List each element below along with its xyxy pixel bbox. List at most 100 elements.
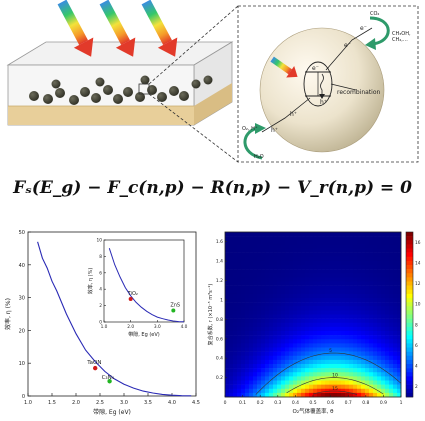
heatmap-cell bbox=[237, 380, 242, 385]
heatmap-cell bbox=[305, 269, 310, 274]
heatmap-cell bbox=[301, 326, 306, 332]
heatmap-cell bbox=[381, 351, 386, 357]
heatmap-cell bbox=[341, 289, 346, 295]
heatmap-cell bbox=[393, 256, 398, 262]
heatmap-cell bbox=[345, 384, 350, 390]
heatmap-cell bbox=[341, 347, 346, 352]
heatmap-cell bbox=[389, 236, 394, 241]
heatmap-cell bbox=[381, 298, 386, 303]
heatmap-cell bbox=[253, 343, 258, 348]
heatmap-cell bbox=[357, 236, 362, 241]
heatmap-cell bbox=[277, 269, 282, 274]
heatmap-cell bbox=[313, 372, 318, 377]
heatmap-cell bbox=[365, 314, 370, 319]
heatmap-cell bbox=[225, 302, 230, 307]
heatmap-cell bbox=[273, 318, 278, 324]
heatmap-cell bbox=[389, 314, 394, 319]
heatmap-cell bbox=[393, 298, 398, 303]
colorbar-tick-label: 8 bbox=[415, 322, 418, 328]
heatmap-cell bbox=[361, 285, 366, 291]
inset-y-axis-label: 效率, η (%) bbox=[87, 268, 94, 295]
heatmap-cell bbox=[353, 314, 358, 319]
heatmap-cell bbox=[277, 380, 282, 385]
heatmap-cell bbox=[233, 372, 238, 377]
heatmap-cell bbox=[273, 314, 278, 319]
colorbar-segment bbox=[406, 260, 413, 266]
heatmap-cell bbox=[285, 277, 290, 282]
heatmap-cell bbox=[325, 351, 330, 357]
heatmap-cell bbox=[397, 364, 402, 369]
heatmap-cell bbox=[373, 368, 378, 373]
heatmap-cell bbox=[389, 256, 394, 262]
heatmap-cell bbox=[393, 335, 398, 340]
heatmap-cell bbox=[245, 343, 250, 348]
heatmap-cell bbox=[317, 322, 322, 328]
heatmap-cell bbox=[345, 392, 350, 398]
heatmap-cell bbox=[329, 384, 334, 390]
heatmap-cell bbox=[325, 298, 330, 303]
colorbar-segment bbox=[406, 310, 413, 315]
heatmap-cell bbox=[329, 355, 334, 361]
heatmap-cell bbox=[369, 298, 374, 303]
heatmap-cell bbox=[329, 302, 334, 307]
heatmap-cell bbox=[273, 343, 278, 348]
heatmap-cell bbox=[281, 343, 286, 348]
heatmap-cell bbox=[301, 335, 306, 340]
heatmap-cell bbox=[377, 260, 382, 266]
heatmap-cell bbox=[329, 285, 334, 291]
heatmap-cell bbox=[305, 310, 310, 315]
heatmap-cell bbox=[265, 240, 270, 245]
heatmap-cell bbox=[241, 265, 246, 270]
heatmap-cell bbox=[261, 318, 266, 324]
heatmap-cell bbox=[297, 310, 302, 315]
heatmap-cell bbox=[269, 339, 274, 344]
heatmap-cell bbox=[393, 252, 398, 258]
heatmap-cell bbox=[393, 364, 398, 369]
reactor-box bbox=[6, 41, 234, 126]
heatmap-cell bbox=[381, 343, 386, 348]
colorbar-segment bbox=[406, 302, 413, 307]
inset-y-tick-label: 2 bbox=[99, 303, 102, 309]
heatmap-cell bbox=[249, 335, 254, 340]
heatmap-cell bbox=[277, 244, 282, 249]
zoom-target-square bbox=[138, 83, 150, 95]
heatmap-cell bbox=[393, 347, 398, 352]
heatmap-cell bbox=[293, 302, 298, 307]
heatmap-cell bbox=[397, 376, 402, 381]
heatmap-cell bbox=[301, 359, 306, 365]
heatmap-cell bbox=[373, 248, 378, 253]
heatmap-cell bbox=[261, 244, 266, 249]
contour-line bbox=[312, 390, 358, 395]
heatmap-cell bbox=[309, 273, 314, 278]
heatmap-cell bbox=[265, 248, 270, 253]
heatmap-cell bbox=[229, 380, 234, 385]
heatmap-cell bbox=[229, 277, 234, 282]
heatmap-cell bbox=[321, 314, 326, 319]
heatmap-cell bbox=[301, 248, 306, 253]
heatmap-cell bbox=[329, 256, 334, 262]
heatmap-cell bbox=[293, 318, 298, 324]
colorbar-segment bbox=[406, 372, 413, 377]
heatmap-cell bbox=[333, 248, 338, 253]
heatmap-cell bbox=[345, 248, 350, 253]
heatmap-cell bbox=[357, 289, 362, 295]
heatmap-cell bbox=[353, 269, 358, 274]
heatmap-cell bbox=[269, 388, 274, 394]
heatmap-cell bbox=[281, 359, 286, 365]
heatmap-cell bbox=[297, 269, 302, 274]
heatmap-cell bbox=[341, 269, 346, 274]
heatmap-cell bbox=[277, 376, 282, 381]
heatmap-cell bbox=[377, 232, 382, 237]
heatmap-cell bbox=[333, 335, 338, 340]
heatmap-cell bbox=[373, 302, 378, 307]
heatmap-cell bbox=[233, 236, 238, 241]
heatmap-cell bbox=[373, 351, 378, 357]
hole-inner-label: h⁺ bbox=[320, 99, 327, 106]
heatmap-cell bbox=[345, 355, 350, 361]
heatmap-cell bbox=[305, 372, 310, 377]
heatmap-cell bbox=[285, 322, 290, 328]
heatmap-cell bbox=[257, 256, 262, 262]
heatmap-cell bbox=[269, 273, 274, 278]
heatmap-cell bbox=[329, 269, 334, 274]
heatmap-cell bbox=[345, 368, 350, 373]
